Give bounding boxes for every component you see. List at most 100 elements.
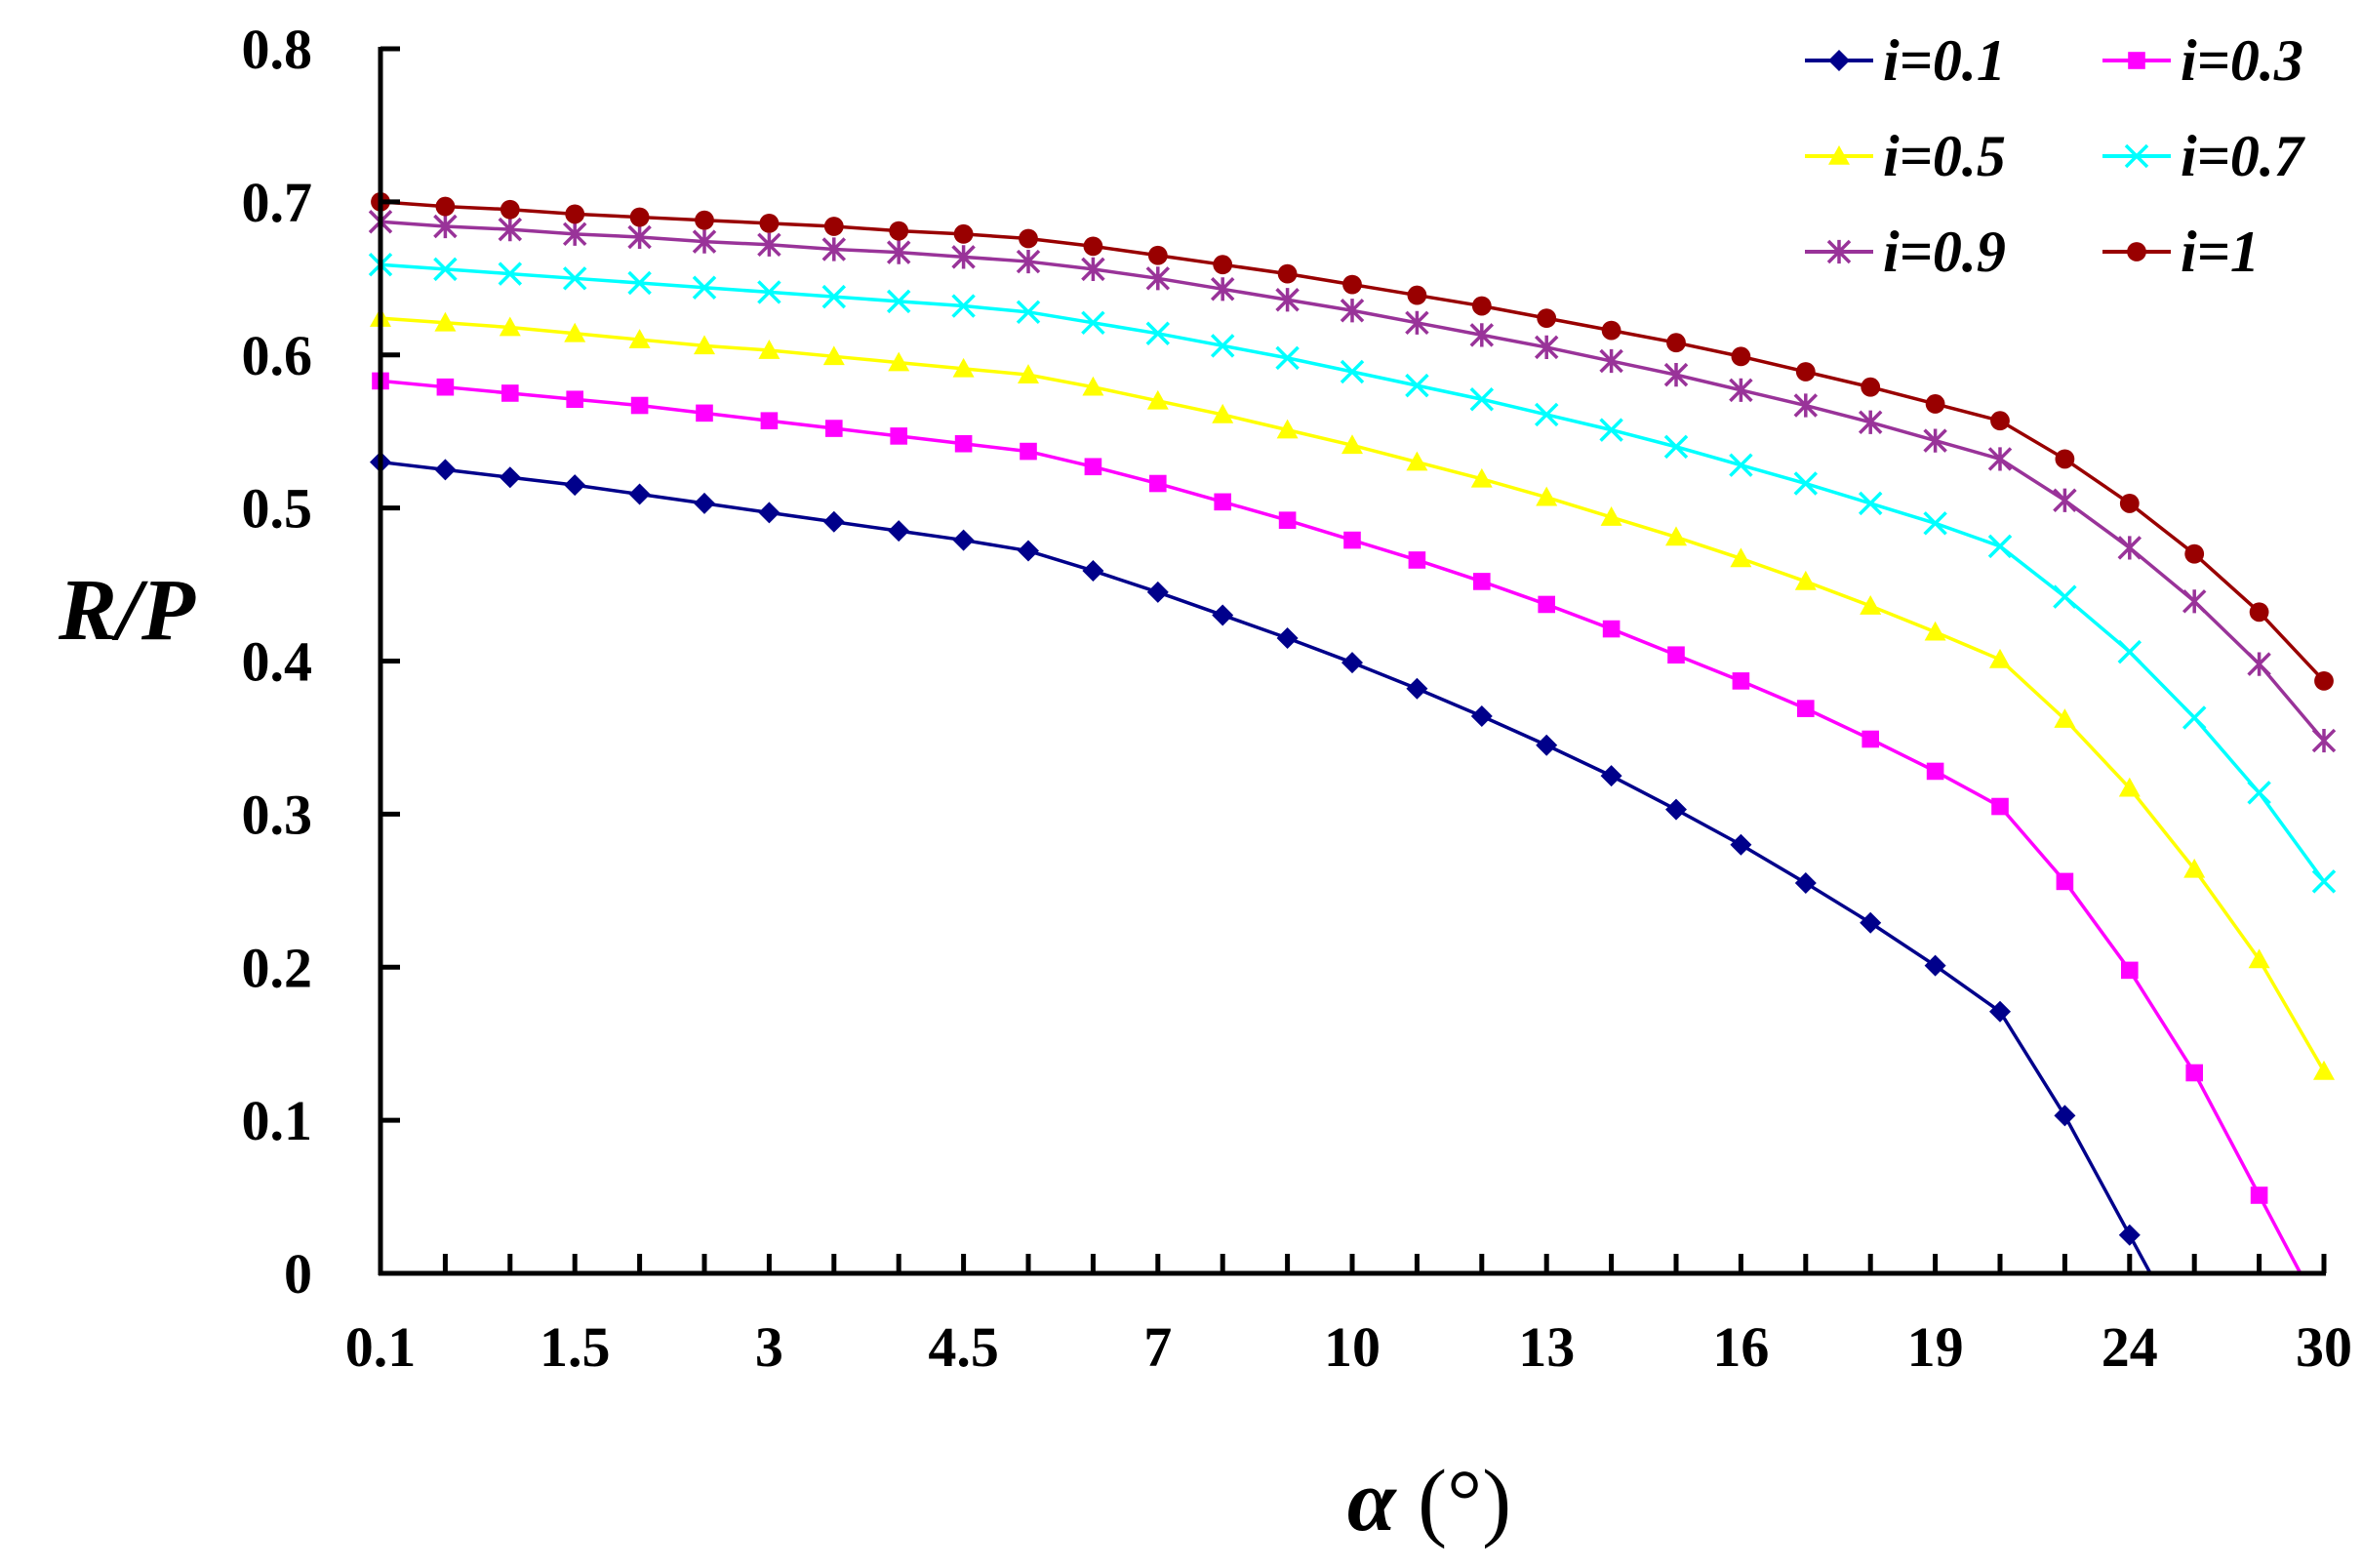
data-point (1405, 310, 1429, 336)
data-point (500, 199, 520, 220)
data-point (954, 434, 973, 453)
data-point (436, 378, 455, 396)
data-point (1340, 299, 1365, 323)
data-point (757, 280, 781, 304)
legend-label: i=0.3 (2181, 28, 2303, 93)
data-point (1081, 310, 1105, 336)
data-point (2314, 670, 2334, 691)
data-point (564, 322, 586, 342)
data-point (1210, 277, 1235, 302)
data-point (1084, 458, 1102, 476)
data-point (1406, 451, 1428, 471)
legend-item: i=0.7 (2102, 124, 2305, 188)
data-point (1731, 346, 1751, 367)
data-point (822, 345, 845, 366)
data-point (1860, 911, 1882, 934)
data-point (1538, 595, 1555, 614)
data-point (821, 284, 847, 309)
data-point (1407, 285, 1427, 305)
data-point (1082, 376, 1104, 396)
data-point (1991, 797, 2009, 816)
legend-item: i=1 (2102, 220, 2260, 284)
legend-swatch-marker (2128, 52, 2145, 69)
data-point (2182, 705, 2207, 730)
data-point (1278, 511, 1297, 529)
x-tick-label: 3 (755, 1315, 783, 1379)
data-point (1729, 453, 1753, 477)
data-point (2185, 1064, 2203, 1082)
data-point (1341, 434, 1363, 455)
data-point (1016, 249, 1041, 274)
data-point (1729, 378, 1753, 403)
y-tick-label: 0.6 (242, 324, 313, 387)
data-point (630, 396, 649, 415)
legend-item: i=0.1 (1805, 28, 2006, 93)
legend: i=0.1 i=0.3 i=0.5 i=0.7 i=0.9 i=1 (1805, 28, 2305, 284)
data-point (1473, 573, 1491, 590)
legend-label: i=0.7 (2181, 124, 2305, 188)
legend-label: i=0.9 (1883, 220, 2006, 284)
x-ticks: 0.1 1.5 3 4.5 7 10 13 16 19 24 30 (345, 1254, 2352, 1379)
data-point (1469, 387, 1495, 412)
y-tick-label: 0.2 (242, 936, 313, 999)
data-point (1732, 672, 1750, 690)
data-point (1536, 486, 1558, 506)
data-point (2183, 858, 2206, 878)
data-point (2247, 781, 2271, 805)
series-i=0.9 (368, 210, 2337, 753)
data-point (1405, 373, 1429, 398)
data-point (696, 404, 713, 422)
data-point (498, 217, 523, 242)
data-point (434, 311, 457, 332)
data-point (2054, 1105, 2076, 1127)
data-point (760, 412, 779, 430)
data-point (1534, 335, 1559, 360)
data-point (1858, 410, 1883, 435)
legend-label: i=1 (2181, 220, 2260, 284)
data-point (562, 266, 587, 291)
series-line (380, 316, 2326, 1072)
data-point (2117, 536, 2142, 560)
data-point (1146, 581, 1169, 603)
data-point (1018, 364, 1039, 383)
data-point (1793, 471, 1819, 496)
data-point (1730, 547, 1752, 568)
legend-item: i=0.9 (1805, 220, 2006, 284)
data-point (758, 502, 781, 524)
data-point (566, 390, 583, 409)
data-point (1925, 394, 1945, 414)
data-point (1408, 551, 1426, 569)
data-point (1926, 762, 1944, 781)
data-point (1730, 833, 1752, 856)
data-point (1343, 531, 1361, 549)
data-point (1210, 334, 1235, 358)
data-point (1665, 526, 1687, 546)
series-i=0.3 (372, 372, 2302, 1274)
y-tick-label: 0.3 (242, 783, 313, 846)
x-tick-label: 13 (1518, 1315, 1575, 1379)
x-tick-label: 1.5 (540, 1315, 611, 1379)
y-tick-label: 0.7 (242, 171, 313, 234)
data-point (952, 357, 975, 378)
data-point (886, 289, 911, 314)
data-point (1083, 236, 1103, 257)
legend-item: i=0.5 (1805, 124, 2006, 188)
series-line (380, 460, 2152, 1274)
data-point (695, 210, 714, 230)
data-point (1989, 648, 2011, 668)
data-point (1923, 428, 1947, 453)
data-point (1340, 359, 1365, 384)
data-point (2184, 543, 2205, 564)
y-tick-label: 0.4 (242, 630, 313, 694)
y-tick-label: 0.8 (242, 18, 313, 81)
data-point (1016, 300, 1041, 325)
data-point (1989, 1000, 2011, 1023)
data-point (1858, 491, 1883, 516)
data-point (628, 483, 651, 505)
data-point (1860, 595, 1882, 615)
data-point (1081, 257, 1105, 282)
data-point (1663, 434, 1689, 460)
data-point (1145, 321, 1171, 346)
legend-item: i=0.3 (2102, 28, 2303, 93)
